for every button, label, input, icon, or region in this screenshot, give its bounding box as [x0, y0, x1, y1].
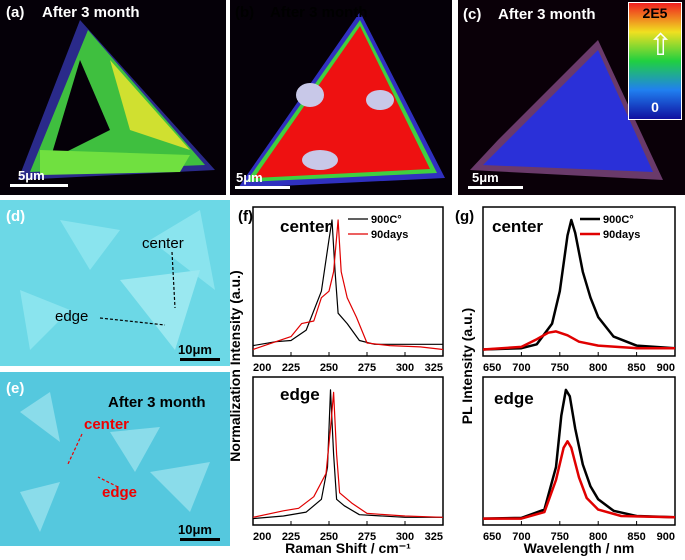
scale-bar [10, 184, 68, 187]
colorbar: 2E5 ⇧ 0 [628, 2, 682, 120]
panel-title: After 3 month [498, 6, 596, 23]
plot-frame [252, 376, 444, 526]
series-line-90days [482, 330, 675, 351]
series-line-90days [252, 391, 444, 518]
colorbar-min: 0 [651, 99, 659, 115]
center-label: center [142, 235, 184, 252]
panel-label: (e) [6, 380, 25, 397]
panel-title: After 3 month [42, 4, 140, 21]
x-tick-label: 275 [358, 531, 376, 543]
x-tick-label: 250 [320, 362, 338, 374]
x-tick-label: 750 [551, 362, 569, 374]
panel-b-raman-map: (b) After 3 month 5μm [230, 0, 452, 195]
x-tick-label: 800 [589, 531, 607, 543]
scale-bar [235, 186, 290, 189]
series-line-900c [252, 219, 443, 347]
scale-label: 5μm [18, 168, 45, 183]
x-tick-label: 700 [512, 362, 530, 374]
x-tick-label: 650 [483, 362, 501, 374]
legend-label: 90days [603, 229, 640, 241]
triangle-map-c [470, 40, 663, 180]
colorbar-max: 2E5 [642, 5, 668, 21]
x-tick-label: 850 [627, 362, 645, 374]
annotation-label: center [492, 217, 543, 236]
x-tick-label: 325 [425, 531, 443, 543]
center-label: center [84, 416, 130, 433]
panel-e-optical: (e) After 3 month center edge 10μm [0, 372, 230, 546]
x-tick-label: 700 [512, 531, 530, 543]
plot-frame [252, 206, 444, 357]
annotation-label: edge [494, 389, 534, 408]
panel-title: After 3 month [108, 394, 206, 411]
x-tick-label: 200 [253, 531, 271, 543]
x-tick-label: 225 [282, 531, 300, 543]
x-tick-label: 300 [396, 531, 414, 543]
panel-label: (c) [463, 6, 482, 23]
x-tick-label: 250 [320, 531, 338, 543]
triangle-map-b [238, 12, 445, 188]
panel-label: (d) [6, 208, 26, 225]
panel-a-raman-map: (a) After 3 month 5μm [0, 0, 226, 195]
series-line-90days [252, 219, 444, 351]
x-tick-label: 325 [425, 362, 443, 374]
x-tick-label: 900 [657, 531, 675, 543]
panel-label: (b) [235, 4, 255, 21]
scale-bar [180, 538, 220, 541]
x-tick-label: 225 [282, 362, 300, 374]
series-line-90days [483, 440, 676, 520]
panel-label-f: (f) [238, 208, 253, 225]
optical-flakes-e [20, 392, 210, 532]
edge-label: edge [55, 308, 89, 325]
optical-flakes-d [20, 210, 215, 350]
x-tick-label: 900 [657, 362, 675, 374]
x-tick-label: 300 [396, 362, 414, 374]
annotation-label: center [280, 217, 331, 236]
plot-frame [482, 206, 676, 357]
panel-label: (a) [6, 4, 25, 21]
scale-label: 5μm [472, 170, 499, 185]
x-axis-label: Wavelength / nm [524, 540, 635, 556]
plot-frame [482, 376, 676, 526]
panel-title: After 3 month [270, 4, 368, 21]
triangle-map-a [18, 20, 215, 180]
legend-label: 90days [371, 229, 408, 241]
x-tick-label: 800 [589, 362, 607, 374]
series-line-900c [252, 389, 443, 520]
scale-label: 5μm [236, 170, 263, 185]
scale-bar [180, 358, 220, 361]
y-axis-label: PL Intensity (a.u.) [459, 308, 475, 424]
series-line-900c [482, 218, 676, 351]
y-axis-label: Normalization Intensity (a.u.) [227, 270, 243, 461]
annotation-label: edge [280, 385, 320, 404]
legend-label: 900C° [371, 214, 402, 226]
edge-label: edge [102, 484, 138, 501]
scale-label: 10μm [178, 522, 212, 537]
x-tick-label: 850 [627, 531, 645, 543]
panel-d-optical: (d) center edge 10μm [0, 200, 230, 366]
x-tick-label: 650 [483, 531, 501, 543]
panel-label-g: (g) [455, 208, 475, 225]
panel-c-pl-map: (c) After 3 month 2E5 ⇧ 0 5μm [458, 0, 685, 195]
series-line-900c [482, 388, 676, 520]
arrow-up-icon: ⇧ [648, 29, 674, 62]
x-axis-label: Raman Shift / cm⁻¹ [285, 540, 411, 556]
scale-bar [468, 186, 523, 189]
x-tick-label: 200 [253, 362, 271, 374]
scale-label: 10μm [178, 342, 212, 357]
x-tick-label: 750 [551, 531, 569, 543]
x-tick-label: 275 [358, 362, 376, 374]
legend-label: 900C° [603, 214, 634, 226]
